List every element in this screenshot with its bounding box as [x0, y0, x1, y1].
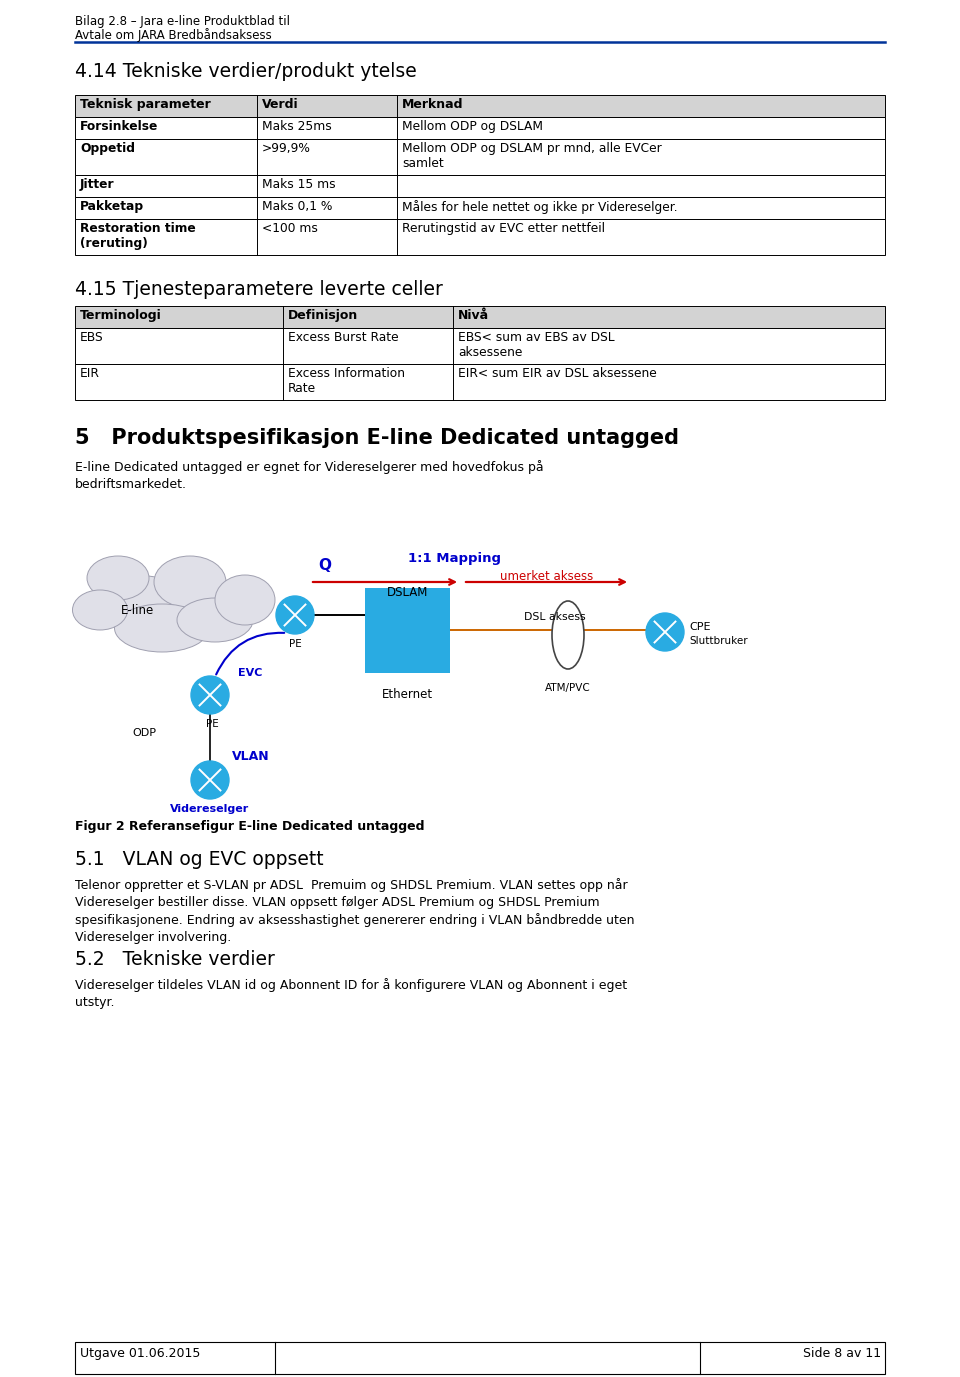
- Text: E-line: E-line: [121, 603, 155, 617]
- Text: Utgave 01.06.2015: Utgave 01.06.2015: [80, 1347, 201, 1360]
- Ellipse shape: [215, 576, 275, 625]
- Text: 5.2   Tekniske verdier: 5.2 Tekniske verdier: [75, 950, 275, 969]
- Ellipse shape: [552, 600, 584, 669]
- Text: DSL aksess: DSL aksess: [524, 611, 586, 622]
- Text: Verdi: Verdi: [262, 98, 299, 112]
- Circle shape: [276, 596, 314, 633]
- Bar: [75, 306, 885, 328]
- Text: >99,9%: >99,9%: [262, 142, 311, 156]
- Text: Maks 0,1 %: Maks 0,1 %: [262, 200, 332, 213]
- Text: Sluttbruker: Sluttbruker: [689, 636, 748, 646]
- Text: Nivå: Nivå: [458, 308, 490, 322]
- Text: Terminologi: Terminologi: [80, 308, 161, 322]
- Text: Videreselger: Videreselger: [170, 804, 250, 814]
- Bar: [75, 95, 885, 117]
- Circle shape: [191, 676, 229, 715]
- Ellipse shape: [73, 589, 128, 631]
- Text: Pakketap: Pakketap: [80, 200, 144, 213]
- Text: Excess Information
Rate: Excess Information Rate: [288, 368, 405, 395]
- Circle shape: [646, 613, 684, 651]
- Text: 5   Produktspesifikasjon E-line Dedicated untagged: 5 Produktspesifikasjon E-line Dedicated …: [75, 428, 679, 448]
- Text: Merknad: Merknad: [402, 98, 464, 112]
- Text: umerket aksess: umerket aksess: [500, 570, 593, 582]
- Text: <100 ms: <100 ms: [262, 222, 318, 235]
- Text: Figur 2 Referansefigur E-line Dedicated untagged: Figur 2 Referansefigur E-line Dedicated …: [75, 819, 424, 833]
- Text: CPE: CPE: [689, 622, 710, 632]
- Bar: [75, 364, 885, 399]
- Text: Telenor oppretter et S-VLAN pr ADSL  Premuim og SHDSL Premium. VLAN settes opp n: Telenor oppretter et S-VLAN pr ADSL Prem…: [75, 879, 635, 945]
- Bar: [75, 1343, 885, 1374]
- Bar: [75, 139, 885, 175]
- Text: DSLAM: DSLAM: [387, 587, 428, 599]
- Text: Mellom ODP og DSLAM pr mnd, alle EVCer
samlet: Mellom ODP og DSLAM pr mnd, alle EVCer s…: [402, 142, 661, 169]
- Text: Side 8 av 11: Side 8 av 11: [803, 1347, 881, 1360]
- Text: Videreselger tildeles VLAN id og Abonnent ID for å konfigurere VLAN og Abonnent : Videreselger tildeles VLAN id og Abonnen…: [75, 978, 627, 1009]
- Text: PE: PE: [289, 639, 301, 649]
- Bar: [75, 117, 885, 139]
- Text: Excess Burst Rate: Excess Burst Rate: [288, 330, 398, 344]
- Text: ODP: ODP: [132, 728, 156, 738]
- Ellipse shape: [177, 598, 253, 642]
- Text: E-line Dedicated untagged er egnet for Videreselgerer med hovedfokus på
bedrifts: E-line Dedicated untagged er egnet for V…: [75, 460, 543, 492]
- Text: Maks 15 ms: Maks 15 ms: [262, 178, 336, 191]
- Text: Restoration time
(reruting): Restoration time (reruting): [80, 222, 196, 251]
- Text: 4.15 Tjenesteparametere leverte celler: 4.15 Tjenesteparametere leverte celler: [75, 280, 443, 299]
- Bar: [75, 197, 885, 219]
- Text: Oppetid: Oppetid: [80, 142, 135, 156]
- Text: Mellom ODP og DSLAM: Mellom ODP og DSLAM: [402, 120, 543, 134]
- Text: 5.1   VLAN og EVC oppsett: 5.1 VLAN og EVC oppsett: [75, 850, 324, 869]
- Text: PE: PE: [205, 719, 218, 728]
- Text: Rerutingstid av EVC etter nettfeil: Rerutingstid av EVC etter nettfeil: [402, 222, 605, 235]
- Text: Måles for hele nettet og ikke pr Videreselger.: Måles for hele nettet og ikke pr Videres…: [402, 200, 678, 213]
- Text: Maks 25ms: Maks 25ms: [262, 120, 332, 134]
- Text: VLAN: VLAN: [232, 750, 270, 763]
- Text: Ethernet: Ethernet: [382, 688, 433, 701]
- Text: Forsinkelse: Forsinkelse: [80, 120, 158, 134]
- Text: EIR< sum EIR av DSL aksessene: EIR< sum EIR av DSL aksessene: [458, 368, 657, 380]
- Text: Teknisk parameter: Teknisk parameter: [80, 98, 211, 112]
- Text: Definisjon: Definisjon: [288, 308, 358, 322]
- Text: Bilag 2.8 – Jara e-line Produktblad til: Bilag 2.8 – Jara e-line Produktblad til: [75, 15, 290, 28]
- Text: Avtale om JARA Bredbåndsaksess: Avtale om JARA Bredbåndsaksess: [75, 28, 272, 41]
- Text: 1:1 Mapping: 1:1 Mapping: [408, 552, 501, 565]
- Ellipse shape: [104, 576, 186, 633]
- Bar: [75, 175, 885, 197]
- Text: ATM/PVC: ATM/PVC: [545, 683, 590, 693]
- Ellipse shape: [154, 556, 226, 609]
- Text: EBS: EBS: [80, 330, 104, 344]
- Bar: [365, 588, 450, 673]
- Ellipse shape: [114, 605, 209, 651]
- Bar: [75, 328, 885, 364]
- Bar: [75, 219, 885, 255]
- Text: Q: Q: [319, 558, 331, 573]
- Circle shape: [191, 761, 229, 799]
- Ellipse shape: [87, 556, 149, 600]
- Text: Jitter: Jitter: [80, 178, 114, 191]
- Text: EBS< sum av EBS av DSL
aksessene: EBS< sum av EBS av DSL aksessene: [458, 330, 614, 359]
- Text: 4.14 Tekniske verdier/produkt ytelse: 4.14 Tekniske verdier/produkt ytelse: [75, 62, 417, 81]
- Text: EVC: EVC: [238, 668, 262, 677]
- Text: EIR: EIR: [80, 368, 100, 380]
